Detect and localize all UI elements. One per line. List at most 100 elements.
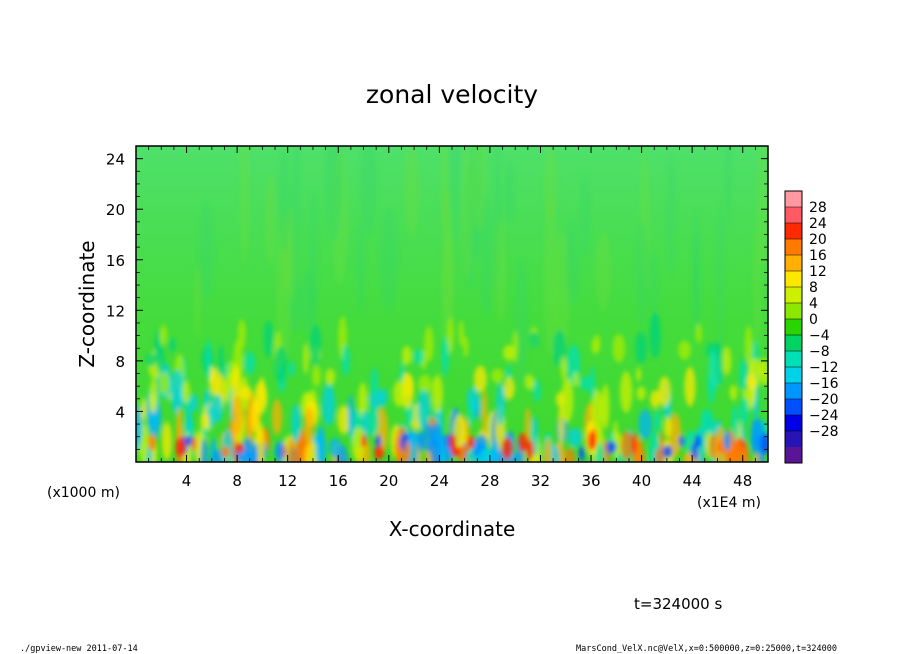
field-cell: [649, 390, 661, 408]
field-streak: [716, 201, 725, 350]
time-annotation: t=324000 s: [634, 595, 722, 613]
field-cell: [341, 344, 350, 376]
field-streak: [360, 146, 377, 235]
field-extreme: [404, 440, 411, 462]
field-cell: [304, 440, 319, 462]
field-cell: [620, 430, 634, 460]
field-cell: [458, 320, 465, 347]
field-streak: [480, 191, 493, 319]
field-extreme: [662, 445, 673, 459]
field-cell: [746, 373, 757, 390]
field-cell: [181, 380, 190, 403]
field-streak: [565, 219, 580, 306]
field-cell: [328, 438, 342, 458]
x-tick-label: 16: [329, 472, 348, 490]
field-extreme: [526, 439, 534, 461]
field-cell: [159, 371, 170, 395]
field-streak: [442, 187, 454, 318]
field-cell: [481, 389, 488, 437]
field-streak: [198, 203, 214, 300]
field-cell: [136, 404, 143, 451]
field-cell: [700, 408, 714, 434]
x-axis-label: X-coordinate: [389, 517, 516, 541]
colorbar-swatch: [785, 383, 802, 400]
x-tick-label: 8: [232, 472, 242, 490]
colorbar-label: 8: [809, 280, 818, 296]
plot-area: [135, 145, 769, 463]
field-cell: [729, 384, 738, 401]
colorbar-swatch: [785, 271, 802, 288]
colorbar-frame: [784, 190, 803, 464]
colorbar-swatch: [785, 431, 802, 448]
field-streak: [667, 157, 675, 277]
field-cell: [418, 374, 432, 395]
field-cell: [579, 376, 591, 391]
field-cell: [590, 389, 604, 434]
field-cell: [321, 383, 336, 426]
field-extreme: [606, 441, 617, 454]
field-cell: [315, 425, 327, 462]
field-cell: [636, 367, 642, 382]
y-tick-label: 16: [106, 252, 125, 270]
colorbar-swatch: [785, 207, 802, 224]
colorbar-label: 12: [809, 264, 827, 280]
field-streak: [472, 146, 487, 232]
y-tick-label: 4: [115, 403, 125, 421]
field-cell: [684, 366, 696, 407]
field-extreme: [236, 442, 244, 454]
field-cell: [237, 319, 246, 349]
field-streak: [756, 146, 768, 268]
field-cell: [653, 409, 661, 433]
colorbar-label: −24: [809, 408, 839, 424]
field-cell: [337, 405, 350, 435]
field-cell: [462, 335, 469, 358]
colorbar-swatch: [785, 367, 802, 384]
x-tick-label: 4: [182, 472, 192, 490]
field-cell: [205, 338, 212, 382]
field-cell: [274, 345, 288, 383]
field-streak: [278, 149, 290, 253]
field-cell: [358, 382, 368, 419]
field-cell: [256, 422, 265, 462]
field-streak: [635, 220, 648, 329]
field-cell: [589, 366, 595, 399]
field-streak: [461, 147, 474, 278]
field-cell: [369, 388, 382, 410]
field-cell: [378, 388, 388, 406]
field-cell: [291, 404, 301, 443]
colorbar-swatch: [785, 399, 802, 416]
field-cell: [169, 337, 176, 353]
field-cell: [161, 421, 172, 461]
chart-title: zonal velocity: [366, 80, 538, 109]
colorbar-label: 0: [809, 312, 818, 328]
field-extreme: [587, 431, 596, 451]
x-tick-label: 40: [632, 472, 651, 490]
field-cell: [663, 417, 672, 438]
field-cell: [422, 423, 436, 453]
field-cell: [367, 406, 379, 437]
field-extreme: [175, 437, 186, 458]
field-cell: [467, 400, 475, 427]
field-streak: [380, 208, 398, 312]
field-streak: [403, 146, 420, 236]
field-extreme: [274, 441, 284, 462]
field-cell: [473, 365, 487, 393]
field-streak: [495, 218, 507, 323]
field-cell: [561, 377, 574, 423]
x-tick-label: 24: [430, 472, 449, 490]
field-cell: [413, 349, 425, 365]
field-extreme: [221, 446, 230, 459]
field-cell: [145, 352, 156, 367]
footer-right-text: MarsCond_VelX.nc@VelX,x=0:500000,z=0:250…: [576, 644, 837, 654]
colorbar-swatch: [785, 335, 802, 352]
field-cell: [140, 397, 146, 422]
colorbar-label: 16: [809, 248, 827, 264]
field-cell: [655, 447, 664, 462]
field-streak: [300, 270, 316, 334]
field-cell: [601, 384, 610, 430]
field-cell: [401, 345, 412, 366]
field-cell: [635, 331, 647, 364]
colorbar-swatch: [785, 415, 802, 432]
